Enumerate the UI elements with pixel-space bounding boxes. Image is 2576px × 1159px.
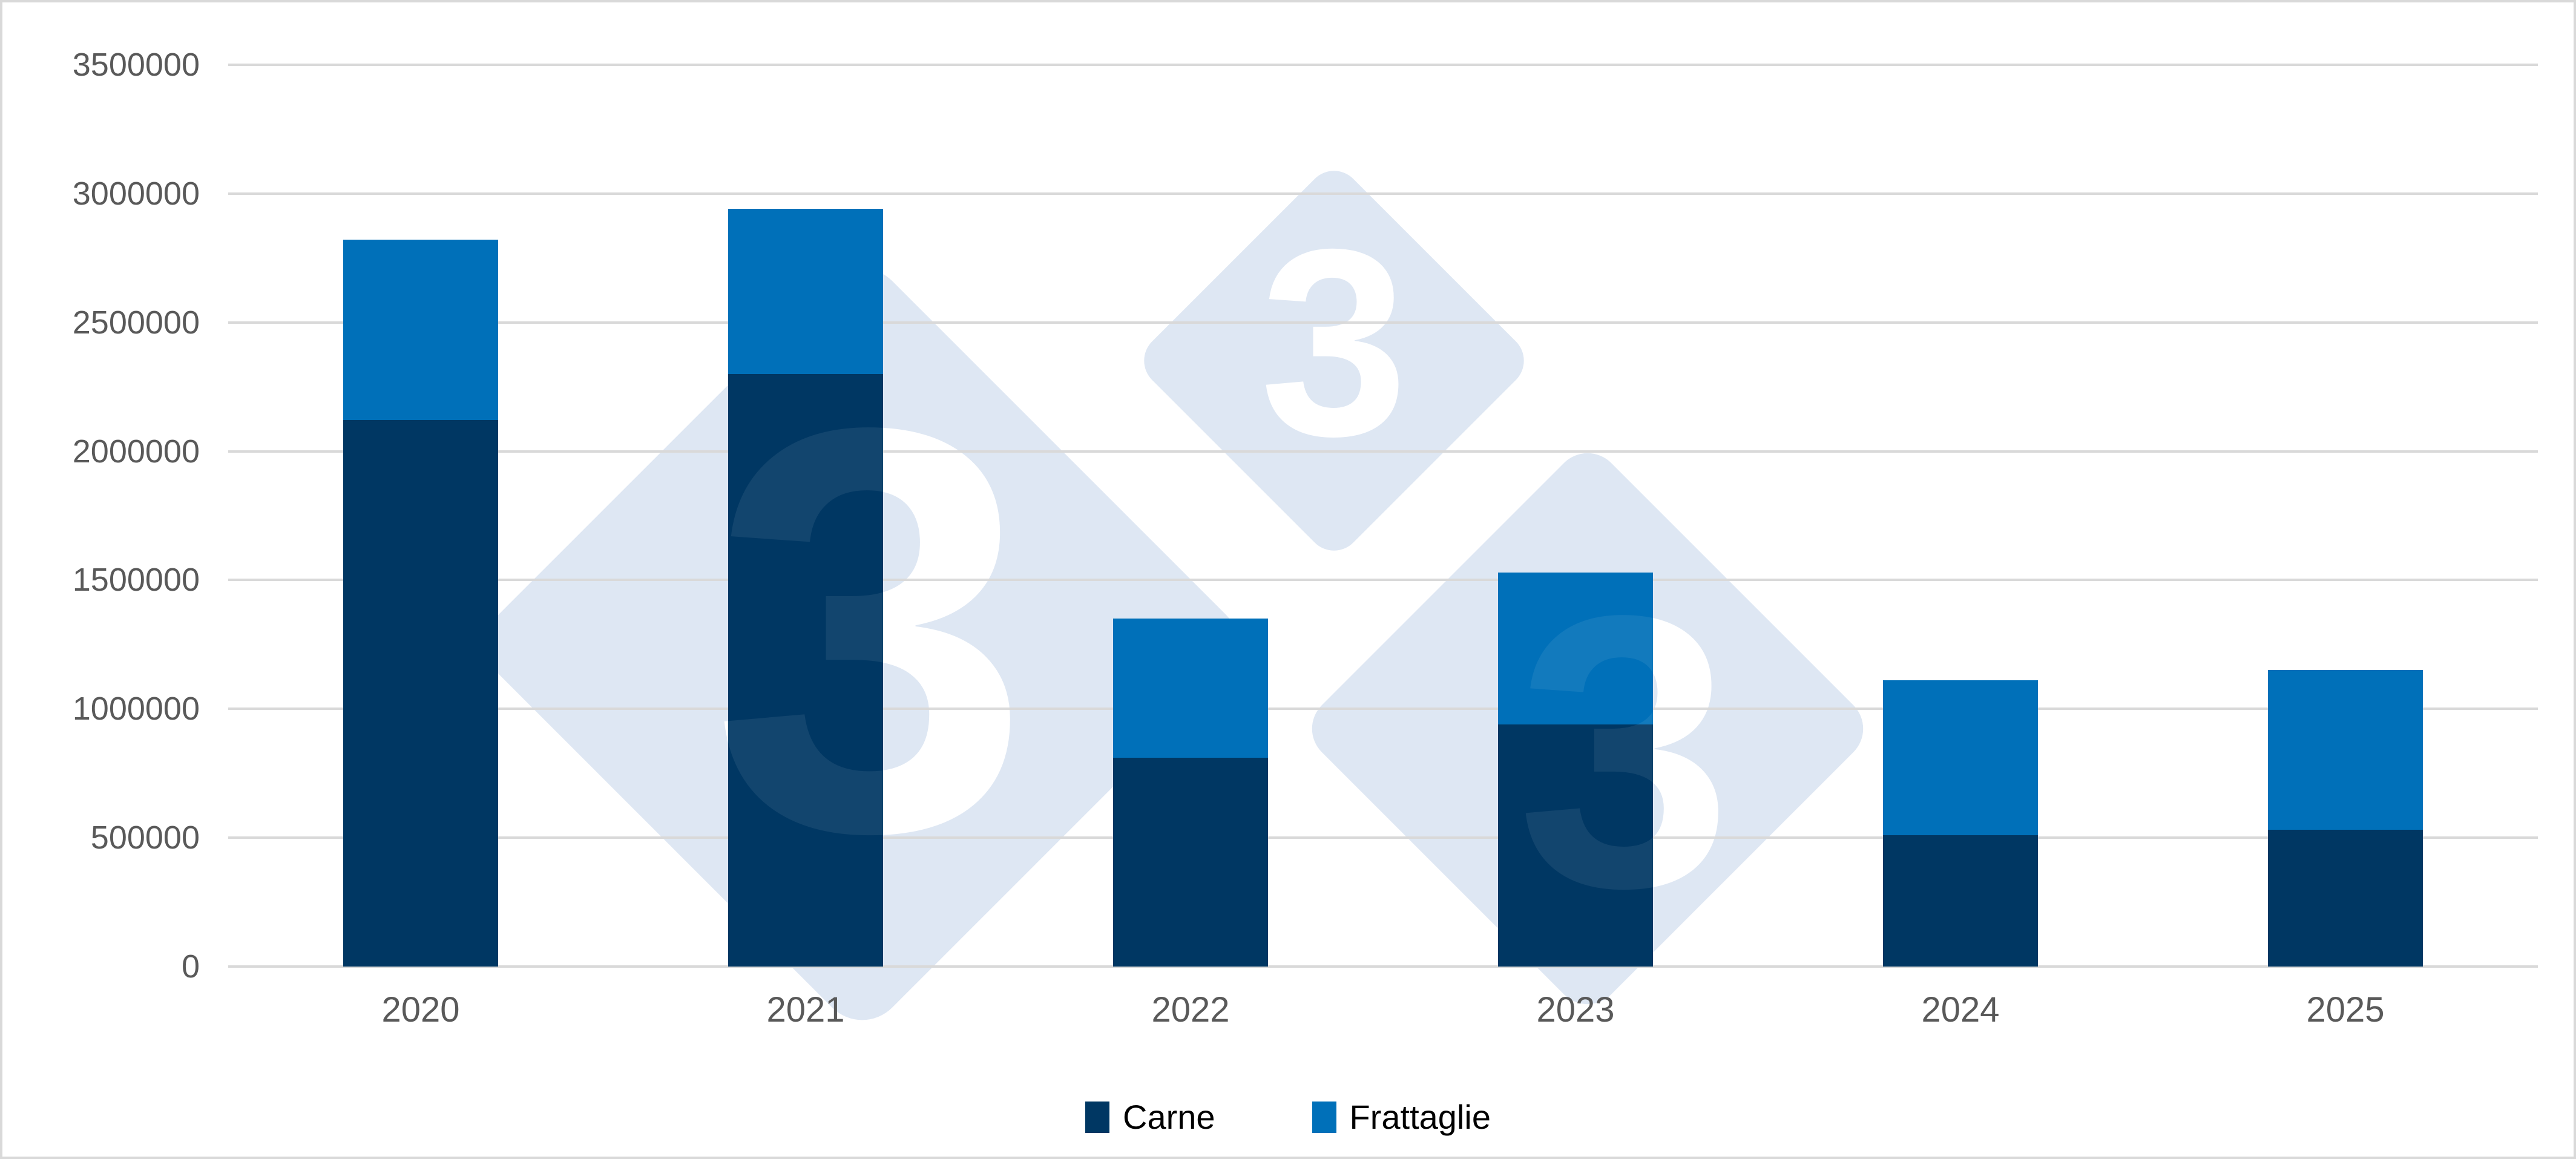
bar-2023-carne [1498, 724, 1653, 967]
gridline-2500000 [228, 321, 2538, 324]
x-tick-label-2023: 2023 [1536, 990, 1615, 1029]
y-tick-label-3000000: 3000000 [72, 175, 200, 212]
x-tick-label-2020: 2020 [381, 990, 460, 1029]
bar-2021-frattaglie [728, 209, 883, 374]
bar-2022-carne [1113, 758, 1268, 967]
y-tick-label-2000000: 2000000 [72, 433, 200, 470]
y-tick-label-2500000: 2500000 [72, 304, 200, 341]
gridline-3500000 [228, 64, 2538, 66]
x-tick-label-2021: 2021 [766, 990, 845, 1029]
gridline-3000000 [228, 192, 2538, 195]
bar-2022-frattaglie [1113, 619, 1268, 758]
legend-swatch-carne [1085, 1102, 1110, 1133]
gridline-1000000 [228, 708, 2538, 711]
gridline-0 [228, 965, 2538, 968]
legend: Carne Frattaglie [2, 1099, 2574, 1135]
bar-2025-frattaglie [2268, 670, 2423, 830]
x-tick-label-2025: 2025 [2306, 990, 2385, 1029]
bar-2020-frattaglie [343, 240, 498, 421]
gridline-2000000 [228, 450, 2538, 453]
y-tick-label-1500000: 1500000 [72, 562, 200, 599]
y-tick-label-1000000: 1000000 [72, 691, 200, 727]
legend-label-carne: Carne [1123, 1098, 1215, 1136]
legend-swatch-frattaglie [1312, 1102, 1336, 1133]
gridline-1500000 [228, 579, 2538, 582]
bar-2025-carne [2268, 830, 2423, 967]
bar-2023-frattaglie [1498, 572, 1653, 724]
bar-2024-carne [1883, 835, 2038, 967]
legend-item-frattaglie: Frattaglie [1312, 1099, 1491, 1135]
bar-2024-frattaglie [1883, 680, 2038, 835]
bar-2020-carne [343, 420, 498, 967]
x-tick-label-2024: 2024 [1921, 990, 2000, 1029]
legend-item-carne: Carne [1085, 1099, 1215, 1135]
bar-2021-carne [728, 373, 883, 967]
y-tick-label-3500000: 3500000 [72, 47, 200, 83]
y-tick-label-500000: 500000 [90, 819, 200, 856]
gridline-500000 [228, 836, 2538, 839]
legend-label-frattaglie: Frattaglie [1349, 1098, 1491, 1136]
watermark-3-glyph-1: 3 [1260, 194, 1408, 491]
x-tick-label-2022: 2022 [1151, 990, 1230, 1029]
y-tick-label-0: 0 [181, 948, 200, 985]
